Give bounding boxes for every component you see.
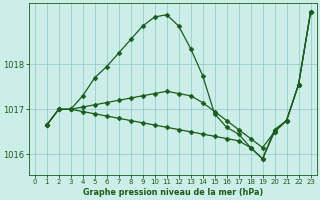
X-axis label: Graphe pression niveau de la mer (hPa): Graphe pression niveau de la mer (hPa) [83,188,263,197]
